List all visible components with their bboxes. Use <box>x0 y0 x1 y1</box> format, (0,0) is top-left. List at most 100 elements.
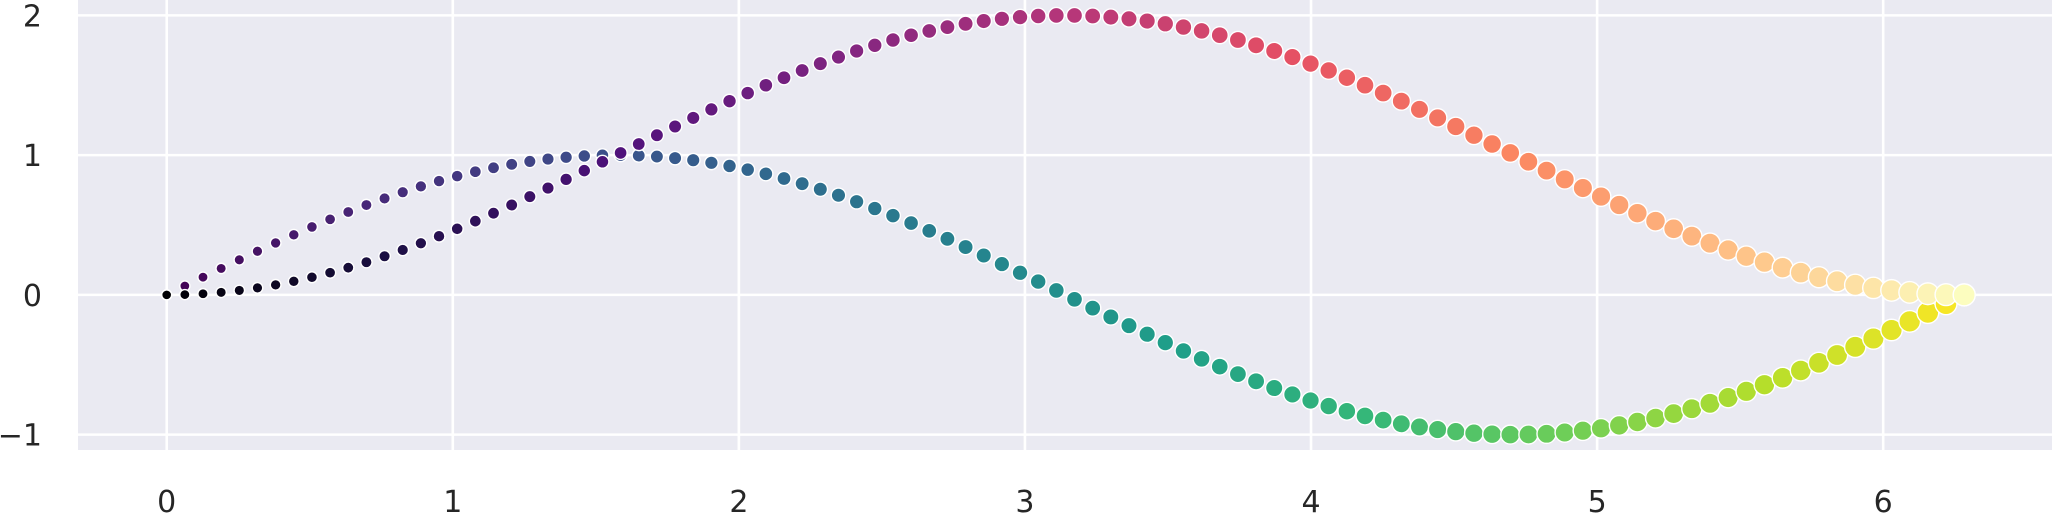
series-0-point <box>758 166 774 182</box>
series-1-point <box>1355 75 1375 95</box>
series-0-point <box>450 169 464 183</box>
series-1-point <box>504 198 519 212</box>
series-1-point <box>1500 142 1521 164</box>
series-1-point <box>577 163 592 178</box>
series-1-point <box>721 93 738 109</box>
series-0-point <box>1590 417 1612 439</box>
x-axis-ticks: 0 1 2 3 4 5 6 <box>157 485 1893 520</box>
series-0-point <box>939 230 956 248</box>
series-0-point <box>703 155 719 171</box>
series-0-point <box>1192 349 1211 369</box>
series-0-point <box>504 157 519 172</box>
series-1-point <box>1554 169 1576 190</box>
series-1-point <box>758 77 774 93</box>
series-0-point <box>667 150 683 166</box>
series-1-point <box>1011 8 1029 26</box>
series-0-point <box>1174 341 1193 360</box>
series-0-point <box>1083 299 1102 317</box>
series-1-point <box>1264 41 1284 61</box>
series-0-point <box>740 162 756 178</box>
series-0-point <box>1011 264 1029 282</box>
series-1-point <box>975 12 993 30</box>
series-1-point <box>559 172 574 187</box>
series-1-point <box>830 49 847 66</box>
series-0-point <box>649 149 665 164</box>
series-0-point <box>1662 402 1685 425</box>
series-1-point <box>685 110 701 126</box>
series-1-point <box>450 222 464 236</box>
series-0-point <box>1445 421 1466 442</box>
series-0-point <box>233 253 246 266</box>
series-0-point <box>866 200 883 217</box>
series-1-point <box>1210 25 1229 45</box>
series-1-point <box>1735 245 1758 268</box>
series-1-point <box>432 229 446 243</box>
series-0-point <box>1481 424 1503 445</box>
x-tick-label: 6 <box>1874 485 1893 520</box>
series-0-point <box>776 170 792 187</box>
series-0-point <box>432 174 446 188</box>
series-1-point <box>740 85 756 101</box>
series-1-point <box>1228 30 1248 50</box>
series-0-point <box>323 213 337 226</box>
series-0-point <box>1319 396 1339 416</box>
series-0-point <box>721 158 738 174</box>
series-1-point <box>1952 283 1976 307</box>
series-0-point <box>1409 417 1430 437</box>
x-tick-label: 5 <box>1588 485 1607 520</box>
series-0-point <box>1301 390 1321 411</box>
series-1-point <box>848 42 865 59</box>
series-1-point <box>1481 133 1503 155</box>
series-1-point <box>233 284 246 297</box>
series-1-point <box>1174 17 1193 37</box>
series-1-point <box>1391 91 1412 111</box>
series-1-point <box>1282 47 1302 67</box>
series-0-point <box>378 192 391 205</box>
series-0-point <box>685 152 701 168</box>
series-1-point <box>939 18 956 36</box>
series-0-point <box>1355 406 1375 426</box>
x-tick-label: 4 <box>1301 485 1320 520</box>
series-0-point <box>1536 423 1557 445</box>
series-0-point <box>1101 308 1120 326</box>
series-1-point <box>1717 239 1740 261</box>
series-0-point <box>341 205 355 219</box>
series-1-point <box>1319 60 1339 81</box>
series-1-point <box>360 255 373 269</box>
series-1-point <box>649 127 665 143</box>
series-1-point <box>197 287 209 300</box>
series-0-point <box>794 175 810 192</box>
series-1-point <box>613 145 628 161</box>
y-tick-label: 0 <box>23 279 42 314</box>
series-1-point <box>1246 35 1266 55</box>
series-1-point <box>1699 232 1721 255</box>
series-0-point <box>1047 281 1066 300</box>
series-1-point <box>921 22 938 40</box>
series-1-point <box>1463 125 1485 146</box>
data-points <box>160 6 1976 445</box>
series-1-point <box>1681 225 1703 247</box>
series-0-point <box>215 262 228 275</box>
series-0-point <box>1120 316 1138 335</box>
series-0-point <box>1210 357 1229 376</box>
series-1-point <box>1138 12 1157 31</box>
series-0-point <box>1228 364 1248 384</box>
series-1-point <box>1807 266 1831 289</box>
series-0-point <box>1373 410 1393 430</box>
series-0-point <box>812 181 829 198</box>
x-tick-label: 0 <box>157 485 176 520</box>
series-0-point <box>1717 386 1740 409</box>
series-1-point <box>1120 9 1138 28</box>
series-1-point <box>1536 160 1557 181</box>
series-1-point <box>1427 107 1448 128</box>
series-1-point <box>1662 218 1685 240</box>
series-1-point <box>1445 116 1466 137</box>
series-1-point <box>251 281 264 294</box>
series-0-point <box>921 222 938 240</box>
series-0-point <box>1518 424 1539 445</box>
series-0-point <box>1699 392 1721 415</box>
series-1-point <box>794 62 810 79</box>
series-0-point <box>287 228 300 241</box>
series-0-point <box>848 193 865 210</box>
series-1-point <box>1065 6 1084 25</box>
